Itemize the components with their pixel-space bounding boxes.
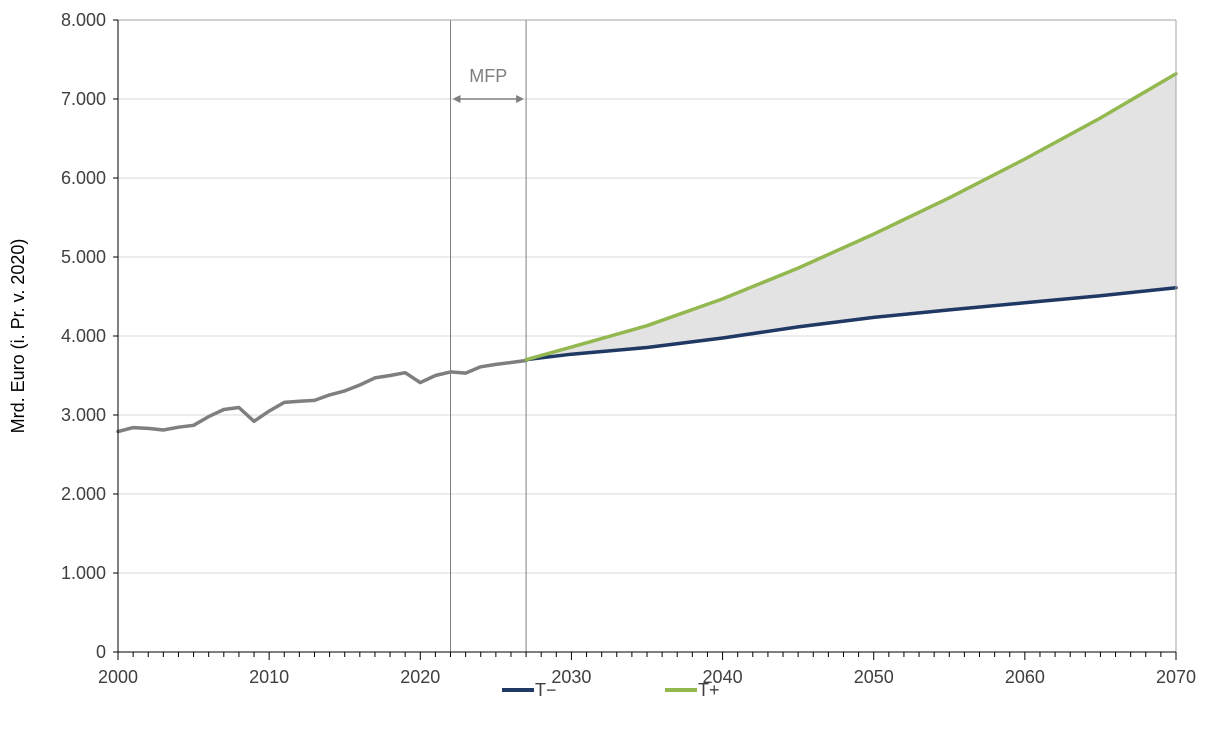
x-tick-label: 2000 bbox=[98, 667, 138, 687]
legend: T− T+ bbox=[502, 680, 720, 700]
tick-labels: 0 1.000 2.000 3.000 4.000 5.000 6.000 7.000 8.00… bbox=[61, 10, 1196, 687]
historical-series-line bbox=[116, 358, 528, 434]
axes bbox=[113, 19, 1177, 660]
y-tick-label: 1.000 bbox=[61, 563, 106, 583]
x-tick-label: 2020 bbox=[400, 667, 440, 687]
mfp-label: MFP bbox=[469, 66, 507, 86]
mfp-arrowhead-left bbox=[452, 95, 461, 103]
legend-label: T+ bbox=[698, 680, 720, 700]
y-tick-label: 8.000 bbox=[61, 10, 106, 30]
y-tick-label: 4.000 bbox=[61, 326, 106, 346]
y-tick-label: 5.000 bbox=[61, 247, 106, 267]
projection-band bbox=[526, 73, 1176, 360]
y-tick-label: 2.000 bbox=[61, 484, 106, 504]
x-tick-label: 2030 bbox=[551, 667, 591, 687]
x-tick-label: 2040 bbox=[703, 667, 743, 687]
y-tick-label: 6.000 bbox=[61, 168, 106, 188]
gridlines bbox=[118, 19, 1176, 574]
mfp-arrowhead-right bbox=[516, 95, 525, 103]
x-tick-label: 2060 bbox=[1005, 667, 1045, 687]
y-tick-label: 3.000 bbox=[61, 405, 106, 425]
t-plus-series-line bbox=[524, 71, 1178, 362]
mfp-annotation: MFP bbox=[450, 20, 527, 652]
y-tick-label: 7.000 bbox=[61, 89, 106, 109]
y-tick-label: 0 bbox=[96, 642, 106, 662]
series-lines bbox=[116, 71, 1178, 434]
x-tick-label: 2070 bbox=[1156, 667, 1196, 687]
x-tick-label: 2050 bbox=[854, 667, 894, 687]
t-minus-series-line bbox=[524, 286, 1178, 362]
band-area bbox=[526, 73, 1176, 360]
y-axis-title: Mrd. Euro (i. Pr. v. 2020) bbox=[8, 239, 28, 434]
x-tick-label: 2010 bbox=[249, 667, 289, 687]
legend-label: T− bbox=[535, 680, 557, 700]
